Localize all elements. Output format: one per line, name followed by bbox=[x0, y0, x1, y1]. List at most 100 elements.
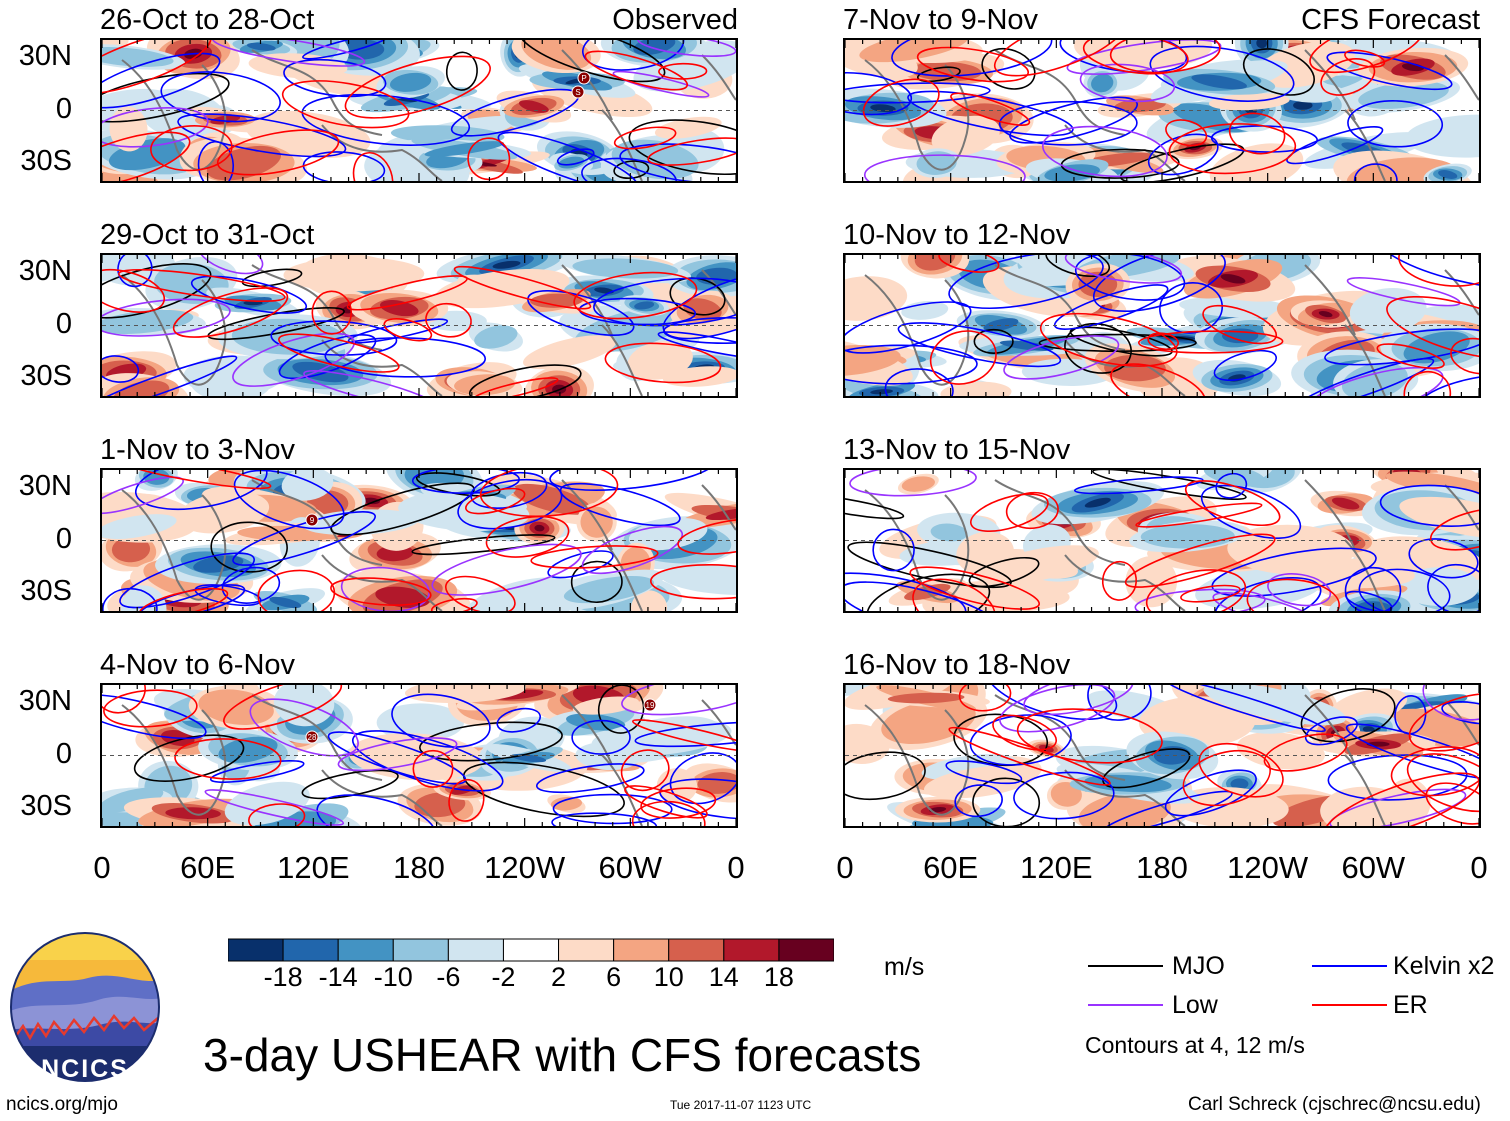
positive-shear-cell bbox=[1227, 524, 1355, 575]
lat-tick-label: 0 bbox=[55, 738, 72, 770]
negative-shear-cell bbox=[218, 736, 278, 763]
contour-er bbox=[1246, 578, 1340, 611]
coastline bbox=[601, 324, 643, 396]
heatmap-panel-5 bbox=[843, 38, 1481, 183]
heatmap-panel-4: 28 19 bbox=[100, 683, 738, 828]
coastline bbox=[1444, 54, 1479, 101]
negative-shear-cell bbox=[983, 318, 1019, 332]
lat-tick-label: 0 bbox=[55, 308, 72, 340]
contour-er bbox=[1408, 692, 1479, 752]
negative-shear-cell bbox=[845, 685, 916, 698]
positive-shear-cell bbox=[1331, 497, 1360, 510]
footer-url[interactable]: ncics.org/mjo bbox=[6, 1094, 118, 1115]
lat-tick-label: 30S bbox=[20, 360, 72, 392]
colorbar-tick-label: 6 bbox=[606, 962, 622, 992]
coastline bbox=[1344, 754, 1386, 826]
contour-kelvin-x2 bbox=[160, 71, 281, 123]
positive-shear-cell bbox=[1236, 732, 1325, 770]
coastline bbox=[321, 554, 443, 611]
contour-kelvin-x2 bbox=[1353, 163, 1398, 181]
contour-er bbox=[115, 470, 272, 490]
colorbar bbox=[228, 938, 834, 962]
contour-kelvin-x2 bbox=[1165, 685, 1326, 733]
negative-shear-cell bbox=[1438, 170, 1458, 179]
lon-tick-label: 120E bbox=[277, 850, 350, 885]
negative-shear-cell bbox=[628, 517, 708, 551]
contour-kelvin-x2 bbox=[891, 40, 1053, 77]
contour-kelvin-x2 bbox=[209, 759, 305, 783]
negative-shear-cell bbox=[1256, 40, 1268, 49]
contour-kelvin-x2 bbox=[986, 685, 1118, 721]
colorbar-swatch bbox=[282, 938, 339, 962]
contour-er bbox=[992, 714, 1058, 751]
contour-kelvin-x2 bbox=[1358, 568, 1451, 611]
negative-shear-cell bbox=[930, 523, 968, 542]
lat-tick-label: 30S bbox=[20, 790, 72, 822]
positive-shear-cell bbox=[956, 531, 1015, 575]
contour-er bbox=[613, 126, 677, 150]
contour-er bbox=[102, 268, 166, 313]
negative-shear-cell bbox=[1349, 287, 1427, 333]
contour-kelvin-x2 bbox=[551, 812, 658, 826]
contour-er bbox=[138, 587, 229, 611]
contour-kelvin-x2 bbox=[233, 470, 345, 530]
contour-kelvin-x2 bbox=[556, 148, 595, 166]
contour-low bbox=[1212, 592, 1318, 611]
positive-shear-cell bbox=[924, 765, 1037, 799]
contour-er bbox=[1309, 40, 1424, 74]
contour-kelvin-x2 bbox=[102, 355, 140, 383]
lon-tick-label: 180 bbox=[393, 850, 445, 885]
contour-kelvin-x2 bbox=[1344, 566, 1402, 611]
contour-er bbox=[1390, 746, 1479, 797]
contour-kelvin-x2 bbox=[547, 550, 614, 579]
heatmap-panel-2 bbox=[100, 253, 738, 398]
coastline bbox=[994, 694, 1126, 781]
contour-er bbox=[174, 738, 282, 780]
positive-shear-cell bbox=[683, 298, 722, 321]
contour-er bbox=[948, 726, 1111, 786]
contour-kelvin-x2 bbox=[391, 693, 491, 748]
contour-kelvin-x2 bbox=[897, 322, 1062, 368]
contour-er bbox=[1376, 343, 1445, 369]
positive-shear-cell bbox=[940, 381, 1012, 396]
contour-kelvin-x2 bbox=[1164, 769, 1257, 817]
contour-kelvin-x2 bbox=[1441, 701, 1479, 725]
contour-mjo bbox=[972, 777, 1041, 826]
contour-low bbox=[1304, 366, 1444, 396]
contour-er bbox=[1182, 749, 1271, 807]
colorbar-tick-label: -18 bbox=[263, 962, 303, 992]
contour-er bbox=[1263, 733, 1348, 772]
contour-low bbox=[612, 70, 710, 98]
contour-low bbox=[621, 685, 736, 716]
colorbar-tick-label: -14 bbox=[318, 962, 358, 992]
negative-shear-cell bbox=[1230, 778, 1249, 790]
contour-mjo bbox=[210, 521, 288, 573]
contour-low bbox=[1023, 685, 1134, 716]
coastline bbox=[864, 274, 970, 386]
contour-kelvin-x2 bbox=[1087, 685, 1152, 721]
coastline bbox=[864, 489, 970, 601]
coastline bbox=[701, 484, 736, 531]
colorbar-ticks: -18 -14 -10 -6 -2 2 6 10 14 18 bbox=[228, 962, 834, 996]
lon-tick-label: 0 bbox=[836, 850, 854, 885]
contour-kelvin-x2 bbox=[1159, 282, 1224, 334]
observed-label: Observed bbox=[612, 4, 738, 36]
positive-shear-cell bbox=[198, 689, 274, 725]
contour-mjo bbox=[1064, 322, 1132, 374]
panel-map: 28 19 bbox=[102, 685, 736, 826]
contour-er bbox=[677, 517, 736, 555]
coastline bbox=[321, 124, 443, 181]
coastline bbox=[1064, 554, 1186, 611]
coastline bbox=[1304, 264, 1356, 336]
contour-kelvin-x2 bbox=[578, 297, 697, 326]
contour-low bbox=[303, 370, 438, 396]
contour-er bbox=[1124, 533, 1276, 588]
contour-er bbox=[352, 152, 394, 181]
contour-kelvin-x2 bbox=[1394, 695, 1427, 735]
coastline bbox=[321, 769, 443, 826]
colorbar-swatch bbox=[668, 938, 725, 962]
contour-er bbox=[1198, 742, 1284, 798]
legend-low: Low bbox=[1172, 991, 1218, 1019]
positive-shear-cell bbox=[404, 685, 527, 704]
contour-low bbox=[849, 470, 977, 497]
